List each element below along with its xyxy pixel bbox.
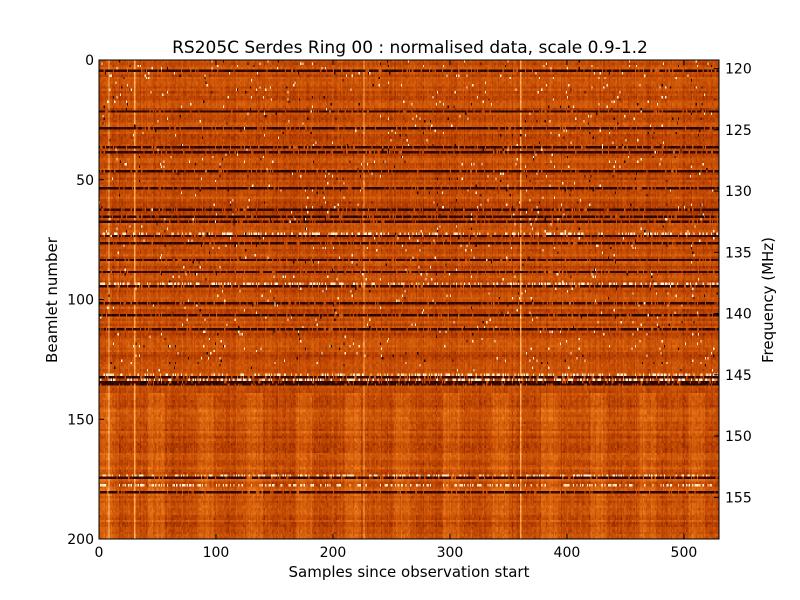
y2-tick-label: 135 bbox=[725, 245, 752, 261]
x-tick-label: 200 bbox=[320, 545, 347, 561]
heatmap-raster bbox=[99, 60, 719, 539]
y2-tick-label: 150 bbox=[725, 429, 752, 445]
x-tick-label: 500 bbox=[671, 545, 698, 561]
y-axis-left: 0 50 100 150 200 bbox=[67, 53, 104, 548]
y2-tick-label: 125 bbox=[725, 123, 752, 139]
y2-axis-label: Frequency (MHz) bbox=[759, 237, 777, 363]
y-axis-right: 120 125 130 135 140 145 150 155 bbox=[714, 62, 752, 506]
x-axis-label: Samples since observation start bbox=[289, 563, 530, 581]
y-tick-label: 200 bbox=[67, 532, 94, 548]
y2-tick-label: 140 bbox=[725, 307, 752, 323]
x-tick-label: 100 bbox=[203, 545, 230, 561]
y-tick-label: 50 bbox=[76, 173, 94, 189]
y2-tick-label: 145 bbox=[725, 368, 752, 384]
x-tick-label: 0 bbox=[95, 545, 104, 561]
y-axis-label: Beamlet number bbox=[43, 236, 61, 363]
x-tick-label: 400 bbox=[554, 545, 581, 561]
y-tick-label: 150 bbox=[67, 412, 94, 428]
y2-tick-label: 120 bbox=[725, 62, 752, 78]
y-tick-label: 100 bbox=[67, 293, 94, 309]
x-axis: 0 100 200 300 400 500 bbox=[95, 60, 698, 561]
x-tick-label: 300 bbox=[437, 545, 464, 561]
y-tick-label: 0 bbox=[85, 53, 94, 69]
chart-title: RS205C Serdes Ring 00 : normalised data,… bbox=[172, 38, 648, 58]
y2-tick-label: 130 bbox=[725, 184, 752, 200]
y2-tick-label: 155 bbox=[725, 490, 752, 506]
